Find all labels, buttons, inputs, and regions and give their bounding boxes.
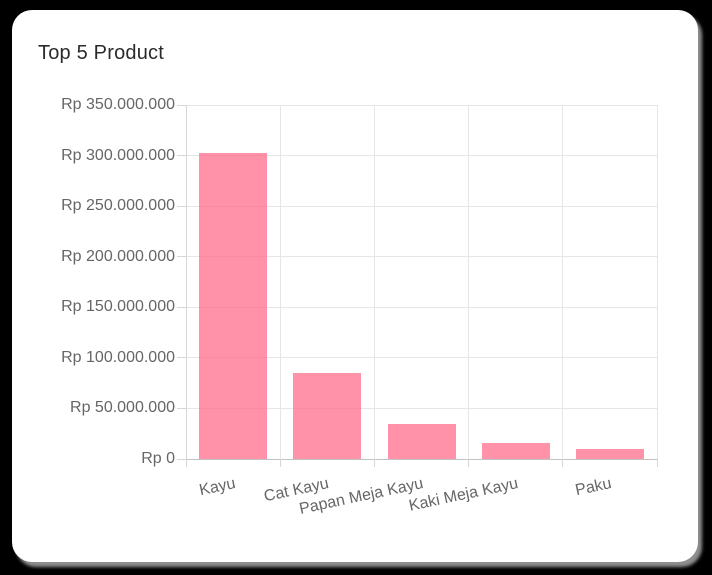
x-tick-mark [373,459,375,467]
y-gridline [186,357,657,359]
x-axis-zero-line [186,458,657,460]
y-tick-label: Rp 150.000.000 [61,298,175,316]
y-gridline [186,256,657,258]
chart-title: Top 5 Product [38,42,165,64]
y-gridline [186,104,657,106]
x-tick-mark [468,459,470,467]
plot-area: Rp 0 Rp 50.000.000 Rp 100.000.000 Rp 150.00… [61,96,658,518]
x-gridline [468,105,470,459]
x-tick-label: Paku [574,475,614,500]
y-tick-mark [177,357,186,359]
y-tick-mark [177,155,186,157]
y-tick-mark [177,205,186,207]
x-tick-mark [185,459,187,467]
y-tick-label: Rp 100.000.000 [61,348,175,366]
y-gridline [186,306,657,308]
y-axis-border-line [185,105,187,459]
x-tick-mark [656,459,658,467]
y-tick-mark [177,458,186,460]
x-gridline [279,105,281,459]
bar-chart: Rp 0 Rp 50.000.000 Rp 100.000.000 Rp 150.00… [12,10,698,562]
y-tick-label: Rp 200.000.000 [61,247,175,265]
bar-papan-meja-kayu[interactable] [387,423,456,459]
x-tick-mark [562,459,564,467]
y-tick-mark [177,256,186,258]
y-tick-label: Rp 250.000.000 [61,197,175,215]
y-tick-label: Rp 50.000.000 [70,399,175,417]
x-gridline [656,105,658,459]
y-gridline [186,407,657,409]
y-tick-mark [177,104,186,106]
y-tick-label: Rp 300.000.000 [61,146,175,164]
y-tick-mark [177,306,186,308]
bar-paku[interactable] [575,448,644,459]
chart-card: Top 5 Product Rp 0 Rp 50.000.000 Rp 100.00… [12,10,698,562]
bar-cat-kayu[interactable] [293,373,362,459]
bar-kaki-meja-kayu[interactable] [481,442,550,459]
x-tick-mark [279,459,281,467]
x-tick-label: Kayu [197,475,237,500]
bar-kayu[interactable] [199,152,268,459]
y-tick-mark [177,407,186,409]
x-tick-label: Kaki Meja Kayu [406,475,520,515]
y-gridline [186,205,657,207]
x-gridline [562,105,564,459]
x-gridline [373,105,375,459]
y-gridline [186,155,657,157]
y-tick-label: Rp 0 [141,450,175,467]
y-tick-label: Rp 350.000.000 [61,96,175,113]
